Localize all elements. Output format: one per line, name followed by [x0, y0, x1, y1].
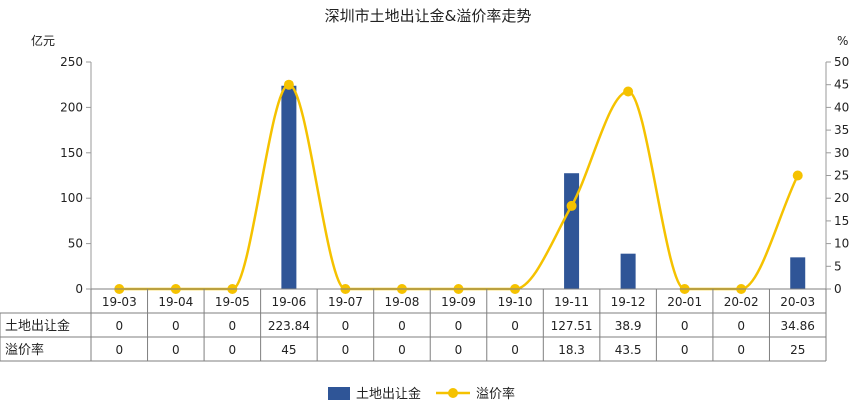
table-cell: 0 — [737, 343, 745, 357]
x-tick-label: 19-11 — [554, 295, 589, 309]
line-point — [566, 200, 577, 211]
x-tick-label: 20-03 — [780, 295, 815, 309]
table-cell: 0 — [172, 343, 180, 357]
x-tick-label: 19-12 — [611, 295, 646, 309]
y-left-tick-label: 200 — [60, 100, 83, 114]
y-right-tick-label: 10 — [834, 237, 849, 251]
legend-swatch-bar — [328, 387, 350, 400]
table-cell: 18.3 — [558, 343, 585, 357]
bar — [790, 257, 806, 289]
y-left-axis: 0 50 100 150 200 250 — [60, 55, 92, 296]
x-tick-label: 19-04 — [158, 295, 193, 309]
y-left-tick-label: 50 — [68, 237, 83, 251]
table-cell: 0 — [681, 343, 689, 357]
chart-title: 深圳市土地出让金&溢价率走势 — [325, 7, 532, 25]
y-right-tick-label: 40 — [834, 100, 849, 114]
x-tick-label: 19-07 — [328, 295, 363, 309]
table-cell: 0 — [455, 343, 463, 357]
table-cell: 0 — [737, 319, 745, 333]
table-cell: 223.84 — [268, 319, 310, 333]
line-point — [283, 79, 294, 90]
table-cell: 127.51 — [551, 319, 593, 333]
legend-label: 土地出让金 — [356, 386, 421, 402]
table-cell: 0 — [115, 343, 123, 357]
x-tick-label: 19-05 — [215, 295, 250, 309]
y-left-tick-label: 250 — [60, 55, 83, 69]
x-tick-label: 19-03 — [102, 295, 137, 309]
table-cell: 0 — [681, 319, 689, 333]
y-right-tick-label: 45 — [834, 78, 849, 92]
y-right-tick-label: 35 — [834, 123, 849, 137]
x-tick-label: 19-08 — [385, 295, 420, 309]
table-cell: 0 — [115, 319, 123, 333]
bar — [281, 85, 297, 289]
legend-swatch-marker — [448, 388, 458, 398]
data-table: 19-03 19-04 19-05 19-06 19-07 19-08 19-09 19-10… — [0, 288, 827, 362]
y-right-tick-label: 50 — [834, 55, 849, 69]
line-point — [792, 170, 803, 181]
x-tick-label: 19-06 — [271, 295, 306, 309]
y-left-tick-label: 0 — [75, 282, 83, 296]
table-row-label: 溢价率 — [5, 342, 44, 358]
bar — [564, 173, 580, 289]
table-row-label: 土地出让金 — [5, 318, 70, 334]
y-left-unit: 亿元 — [31, 33, 55, 48]
table-cell: 0 — [455, 319, 463, 333]
y-right-tick-label: 15 — [834, 214, 849, 228]
y-right-tick-label: 30 — [834, 146, 849, 160]
table-cell: 45 — [281, 343, 296, 357]
line-series — [114, 79, 803, 294]
y-right-axis: 0 5 10 15 20 25 30 35 40 45 50 — [825, 55, 849, 296]
table-cell: 0 — [172, 319, 180, 333]
y-left-tick-label: 150 — [60, 146, 83, 160]
y-right-unit: % — [837, 34, 848, 48]
table-cell: 0 — [511, 343, 519, 357]
legend-label: 溢价率 — [476, 386, 515, 402]
bar — [620, 253, 636, 289]
table-cell: 0 — [398, 343, 406, 357]
table-cell: 0 — [342, 319, 350, 333]
line-point — [623, 86, 634, 97]
bar-series — [281, 85, 806, 289]
table-cell: 25 — [790, 343, 805, 357]
legend: 土地出让金 溢价率 — [328, 386, 515, 402]
table-cell: 0 — [229, 319, 237, 333]
table-cell: 0 — [398, 319, 406, 333]
y-right-tick-label: 20 — [834, 191, 849, 205]
x-tick-label: 20-01 — [667, 295, 702, 309]
line-path — [119, 83, 799, 291]
y-left-tick-label: 100 — [60, 191, 83, 205]
y-right-tick-label: 0 — [834, 282, 842, 296]
table-cell: 38.9 — [615, 319, 642, 333]
y-right-tick-label: 25 — [834, 169, 849, 183]
x-tick-label: 20-02 — [724, 295, 759, 309]
table-cell: 0 — [511, 319, 519, 333]
table-cell: 34.86 — [781, 319, 815, 333]
x-tick-label: 19-09 — [441, 295, 476, 309]
table-cell: 0 — [342, 343, 350, 357]
table-cell: 0 — [229, 343, 237, 357]
y-right-tick-label: 5 — [834, 259, 842, 273]
table-cell: 43.5 — [615, 343, 642, 357]
x-tick-label: 19-10 — [498, 295, 533, 309]
